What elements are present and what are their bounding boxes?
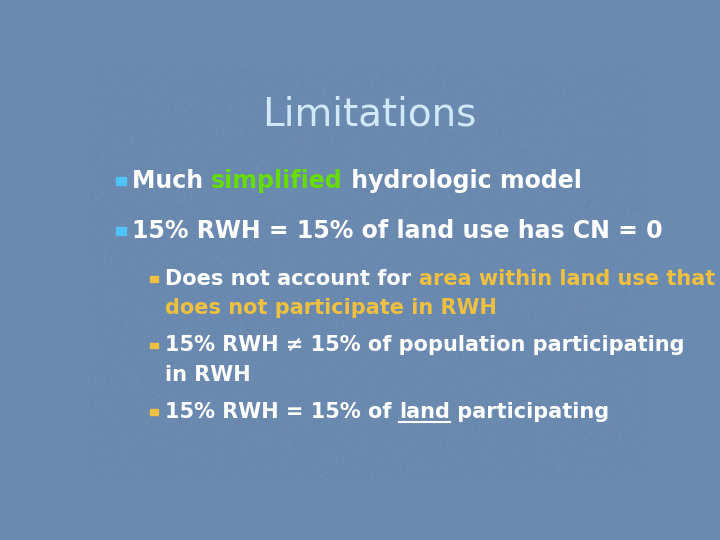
Text: 15% RWH = 15% of land use has CN = 0: 15% RWH = 15% of land use has CN = 0 xyxy=(132,219,662,243)
Text: 15% RWH ≠ 15% of population participating: 15% RWH ≠ 15% of population participatin… xyxy=(166,335,685,355)
Text: participating: participating xyxy=(450,402,609,422)
Text: land: land xyxy=(399,402,450,422)
Text: Does not account for: Does not account for xyxy=(166,269,419,289)
Text: hydrologic model: hydrologic model xyxy=(343,169,582,193)
FancyBboxPatch shape xyxy=(150,342,158,348)
Text: in RWH: in RWH xyxy=(166,364,251,384)
Text: does not participate in RWH: does not participate in RWH xyxy=(166,298,498,318)
Text: Much: Much xyxy=(132,169,211,193)
FancyBboxPatch shape xyxy=(116,227,126,235)
FancyBboxPatch shape xyxy=(150,409,158,415)
FancyBboxPatch shape xyxy=(116,178,126,185)
Text: simplified: simplified xyxy=(211,169,343,193)
FancyBboxPatch shape xyxy=(150,276,158,282)
Text: area within land use that: area within land use that xyxy=(419,269,715,289)
Text: Limitations: Limitations xyxy=(262,96,476,134)
Text: 15% RWH = 15% of: 15% RWH = 15% of xyxy=(166,402,399,422)
